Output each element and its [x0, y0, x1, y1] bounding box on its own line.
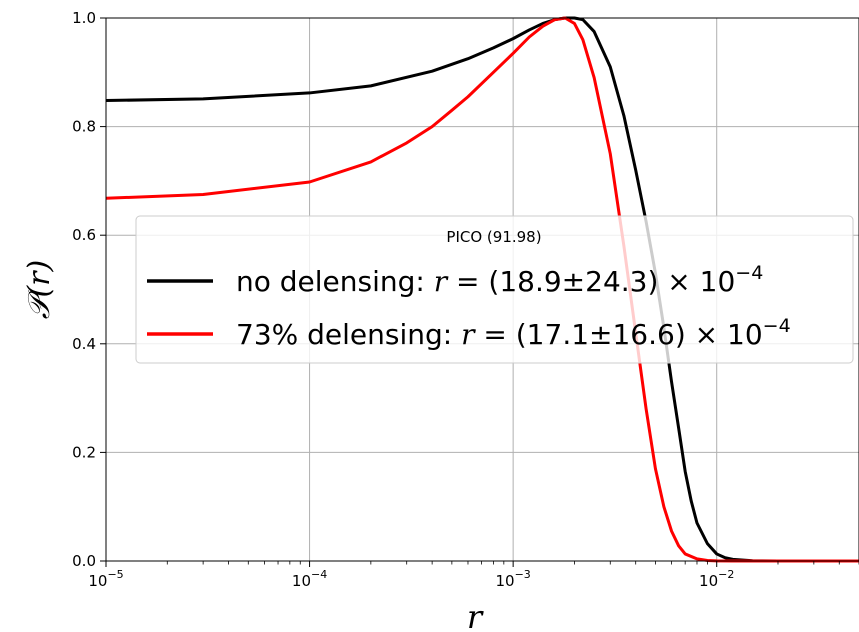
- series-line: [105, 16, 859, 563]
- y-tick-label: 1.0: [72, 9, 96, 27]
- series-lines: [105, 16, 859, 563]
- legend-box: [135, 215, 854, 364]
- y-tick-label: 0.0: [72, 552, 96, 570]
- x-tick-label: 10−3: [495, 568, 530, 590]
- legend-label: 73% delensing: r = (17.1±16.6) × 10−4: [236, 315, 791, 351]
- y-tick-label: 0.2: [72, 443, 96, 461]
- legend: PICO (91.98) no delensing: r = (18.9±24.3…: [135, 215, 854, 364]
- y-tick-label: 0.6: [72, 226, 96, 244]
- plot-frame: [105, 17, 859, 562]
- series-line: [105, 16, 859, 563]
- x-tick-label: 10−5: [88, 568, 123, 590]
- legend-label: no delensing: r = (18.9±24.3) × 10−4: [236, 262, 763, 298]
- legend-title: PICO (91.98): [446, 228, 541, 246]
- x-tick-label: 10−2: [699, 568, 734, 590]
- y-tick-label: 0.4: [72, 335, 96, 353]
- x-axis-title: r: [467, 598, 484, 632]
- y-axis-title: 𝒫(r): [22, 260, 57, 319]
- y-tick-label: 0.8: [72, 118, 96, 136]
- x-tick-label: 10−4: [292, 568, 327, 590]
- axis-ticks: 10−5 10−4 10−3 10−2 0.0 0.2 0.4 0.6 0.8 1.0: [72, 9, 859, 590]
